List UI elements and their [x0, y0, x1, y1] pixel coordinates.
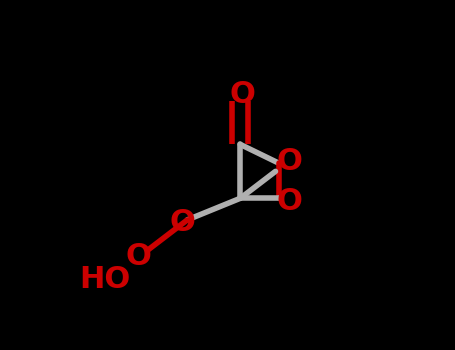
- Text: O: O: [277, 187, 303, 216]
- Text: O: O: [277, 147, 303, 176]
- Text: O: O: [126, 242, 152, 271]
- Text: HO: HO: [79, 265, 130, 294]
- Text: O: O: [169, 208, 195, 237]
- Text: O: O: [229, 80, 255, 109]
